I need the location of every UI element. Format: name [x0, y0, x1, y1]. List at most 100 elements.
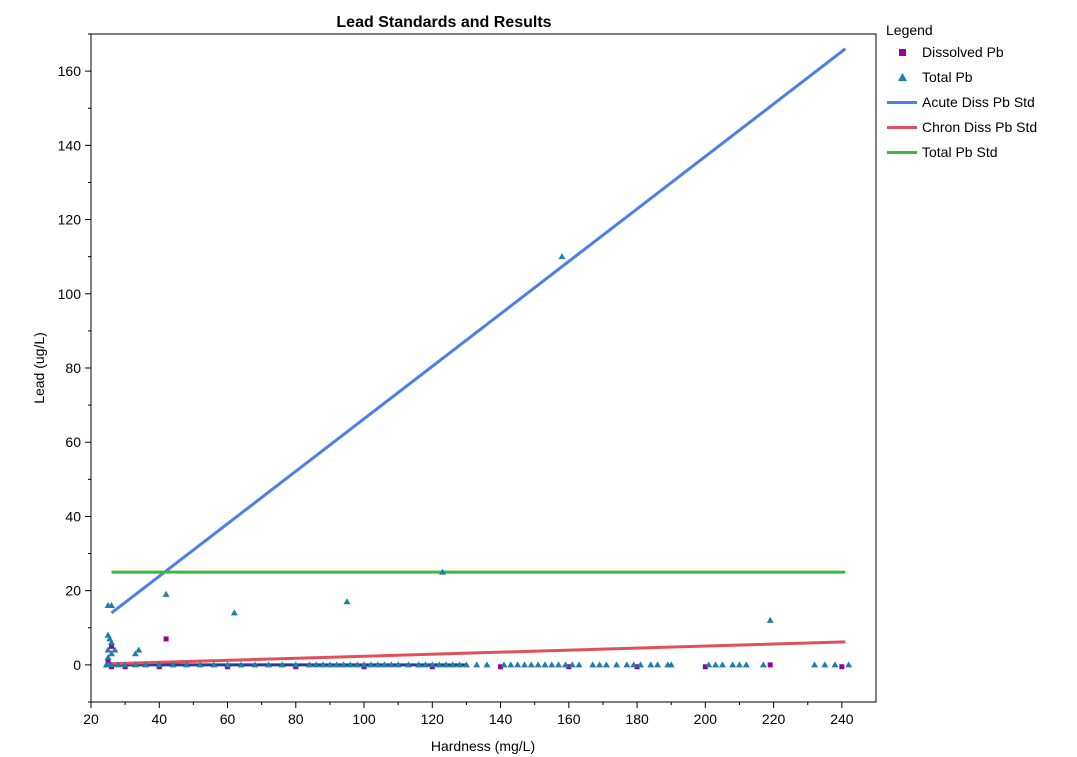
total-pb-point — [381, 661, 389, 668]
total-pb-point — [340, 661, 348, 668]
x-tick-label: 80 — [288, 711, 304, 727]
total-pb-point — [439, 568, 447, 575]
total-pb-point — [811, 661, 819, 668]
x-tick-label: 60 — [220, 711, 236, 727]
dissolved-pb-point — [498, 664, 504, 670]
total-pb-point — [353, 661, 361, 668]
legend-label: Chron Diss Pb Std — [922, 119, 1038, 135]
x-axis-title: Hardness (mg/L) — [431, 738, 535, 754]
x-tick-label: 240 — [830, 711, 854, 727]
total-pb-point — [169, 661, 177, 668]
total-pb-point — [831, 661, 839, 668]
total-pb-point — [196, 661, 204, 668]
total-pb-point — [596, 661, 604, 668]
total-pb-point — [121, 661, 129, 668]
dissolved-pb-point — [108, 643, 114, 649]
total-pb-point — [374, 661, 382, 668]
x-tick-label: 180 — [625, 711, 649, 727]
total-pb-point — [589, 661, 597, 668]
legend-marker — [898, 73, 907, 81]
total-pb-point — [343, 598, 351, 605]
total-pb-point — [114, 661, 122, 668]
dissolved-pb-point — [566, 664, 572, 670]
total-pb-point — [507, 661, 515, 668]
total-pb-point — [404, 661, 412, 668]
y-tick-label: 80 — [65, 360, 81, 376]
total-pb-point — [654, 661, 662, 668]
total-pb-point — [251, 661, 259, 668]
dissolved-pb-point — [702, 664, 708, 670]
series-line-chron-diss-pb-std — [111, 640, 846, 666]
total-pb-point — [387, 661, 395, 668]
legend-item: Dissolved Pb — [886, 40, 1076, 65]
total-pb-point — [135, 646, 143, 653]
total-pb-point — [483, 661, 491, 668]
total-pb-point — [712, 661, 720, 668]
total-pb-point — [264, 661, 272, 668]
total-pb-point — [305, 661, 313, 668]
total-pb-point — [162, 590, 170, 597]
total-pb-point — [647, 661, 655, 668]
x-tick-label: 200 — [694, 711, 718, 727]
total-pb-point — [394, 661, 402, 668]
x-tick-label: 40 — [151, 711, 167, 727]
total-pb-point — [735, 661, 743, 668]
total-pb-point — [548, 661, 556, 668]
legend-label: Total Pb — [922, 69, 973, 85]
legend-marker — [887, 101, 917, 104]
legend-item: Chron Diss Pb Std — [886, 115, 1076, 140]
total-pb-point — [183, 661, 191, 668]
dissolved-pb-point — [634, 664, 640, 670]
total-pb-point — [367, 661, 375, 668]
dissolved-pb-point — [105, 658, 111, 664]
total-pb-point — [131, 661, 139, 668]
series-layer — [102, 47, 853, 670]
total-pb-point — [534, 661, 542, 668]
legend-item: Acute Diss Pb Std — [886, 90, 1076, 115]
total-pb-point — [107, 602, 115, 609]
x-tick-label: 100 — [352, 711, 376, 727]
total-pb-point — [718, 661, 726, 668]
legend-marker — [899, 49, 906, 56]
total-pb-point — [104, 653, 112, 660]
legend-marker — [887, 126, 917, 129]
legend-item: Total Pb — [886, 65, 1076, 90]
total-pb-point — [568, 661, 576, 668]
total-pb-point — [821, 661, 829, 668]
total-pb-point — [705, 661, 713, 668]
total-pb-point — [766, 616, 774, 623]
total-pb-point — [527, 661, 535, 668]
total-pb-point — [312, 661, 320, 668]
total-pb-point — [561, 661, 569, 668]
total-pb-point — [210, 661, 218, 668]
total-pb-point — [667, 661, 675, 668]
x-tick-label: 140 — [489, 711, 513, 727]
total-pb-point — [107, 650, 115, 657]
legend-square-swatch — [899, 49, 906, 56]
total-pb-point — [346, 661, 354, 668]
total-pb-point — [473, 661, 481, 668]
total-pb-point — [319, 661, 327, 668]
y-axis-title: Lead (ug/L) — [31, 332, 47, 404]
x-tick-label: 160 — [557, 711, 581, 727]
legend-item: Total Pb Std — [886, 140, 1076, 165]
total-pb-point — [442, 661, 450, 668]
y-tick-label: 140 — [58, 137, 82, 153]
total-pb-point — [630, 661, 638, 668]
total-pb-point — [637, 661, 644, 668]
y-tick-label: 40 — [65, 508, 81, 524]
total-pb-point — [107, 661, 115, 668]
legend-label: Total Pb Std — [922, 144, 998, 160]
y-tick-label: 20 — [65, 583, 81, 599]
total-pb-point — [104, 646, 112, 653]
dissolved-pb-point — [163, 636, 169, 642]
total-pb-point — [230, 609, 238, 616]
axis-layer: 20 40 60 80 100 120 140 160 180 200 220 240 0 20 40 60 8… — [58, 33, 854, 727]
total-pb-point — [613, 661, 621, 668]
total-pb-point — [131, 650, 139, 657]
total-pb-point — [237, 661, 245, 668]
total-pb-point — [456, 661, 464, 668]
total-pb-point — [428, 661, 436, 668]
total-pb-point — [575, 661, 583, 668]
legend-marker — [887, 151, 917, 154]
